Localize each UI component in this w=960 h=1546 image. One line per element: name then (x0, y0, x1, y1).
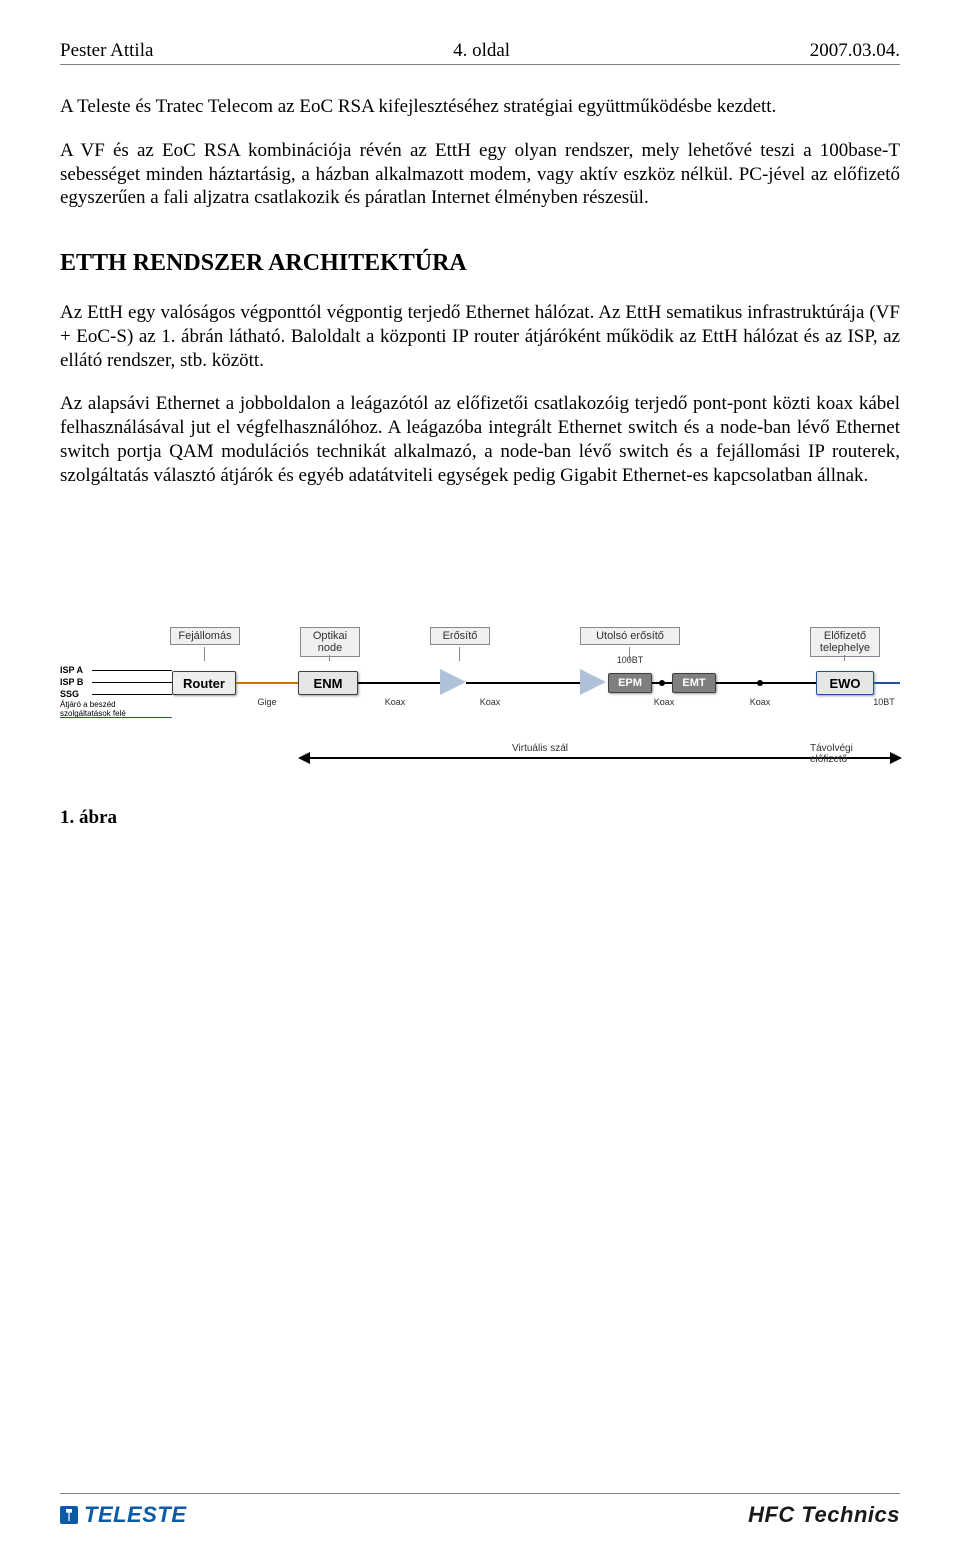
router-box: Router (172, 671, 236, 695)
isp-a-label: ISP A (60, 665, 83, 675)
page-header: Pester Attila 4. oldal 2007.03.04. (60, 40, 900, 65)
section-title: ETTH RENDSZER ARCHITEKTÚRA (60, 250, 900, 277)
col-subscriber: Előfizető telephelye (810, 627, 880, 657)
emt-box: EMT (672, 673, 716, 693)
teleste-logo: TELESTE (60, 1502, 187, 1528)
col-node: Optikai node (300, 627, 360, 657)
link-koax-2: Koax (480, 697, 501, 707)
intro-para-2: A VF és az EoC RSA kombinációja révén az… (60, 139, 900, 210)
epm-box: EPM (608, 673, 652, 693)
ssg-label: SSG (60, 689, 79, 699)
isp-b-label: ISP B (60, 677, 83, 687)
enm-box: ENM (298, 671, 358, 695)
figure-caption: 1. ábra (60, 807, 900, 829)
network-diagram: Fejállomás Optikai node Erősítő Utolsó e… (60, 627, 900, 787)
arch-para-1: Az EttH egy valóságos végponttól végpont… (60, 301, 900, 372)
figure-1: Fejállomás Optikai node Erősítő Utolsó e… (60, 627, 900, 829)
header-author: Pester Attila (60, 40, 153, 62)
arch-para-2: Az alapsávi Ethernet a jobboldalon a leá… (60, 392, 900, 487)
hfc-logo: HFC Technics (748, 1502, 900, 1528)
intro-para-1: A Teleste és Tratec Telecom az EoC RSA k… (60, 95, 900, 119)
col-headend: Fejállomás (170, 627, 240, 645)
remote-label: Távolvégi előfizető (810, 743, 870, 765)
header-page: 4. oldal (453, 40, 510, 62)
teleste-icon (60, 1506, 78, 1524)
col-amp: Erősítő (430, 627, 490, 645)
teleste-logo-text: TELESTE (84, 1502, 187, 1528)
col-lastamp: Utolsó erősítő (580, 627, 680, 645)
gateway-note: Átjáró a beszéd szolgáltatások felé (60, 701, 126, 719)
amplifier-icon (440, 669, 466, 695)
link-koax-3: Koax (654, 697, 675, 707)
link-gige: Gige (257, 697, 276, 707)
last-amplifier-icon (580, 669, 606, 695)
virtual-label: Virtuális szál (512, 743, 568, 754)
link-100bt: 100BT (617, 655, 644, 665)
link-koax-1: Koax (385, 697, 406, 707)
link-10bt: 10BT (873, 697, 895, 707)
page-footer: TELESTE HFC Technics (60, 1493, 900, 1528)
ewo-box: EWO (816, 671, 874, 695)
link-koax-4: Koax (750, 697, 771, 707)
header-date: 2007.03.04. (810, 40, 900, 62)
